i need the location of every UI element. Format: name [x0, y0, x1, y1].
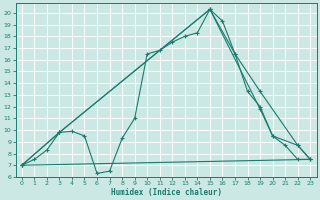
X-axis label: Humidex (Indice chaleur): Humidex (Indice chaleur)	[110, 188, 221, 197]
